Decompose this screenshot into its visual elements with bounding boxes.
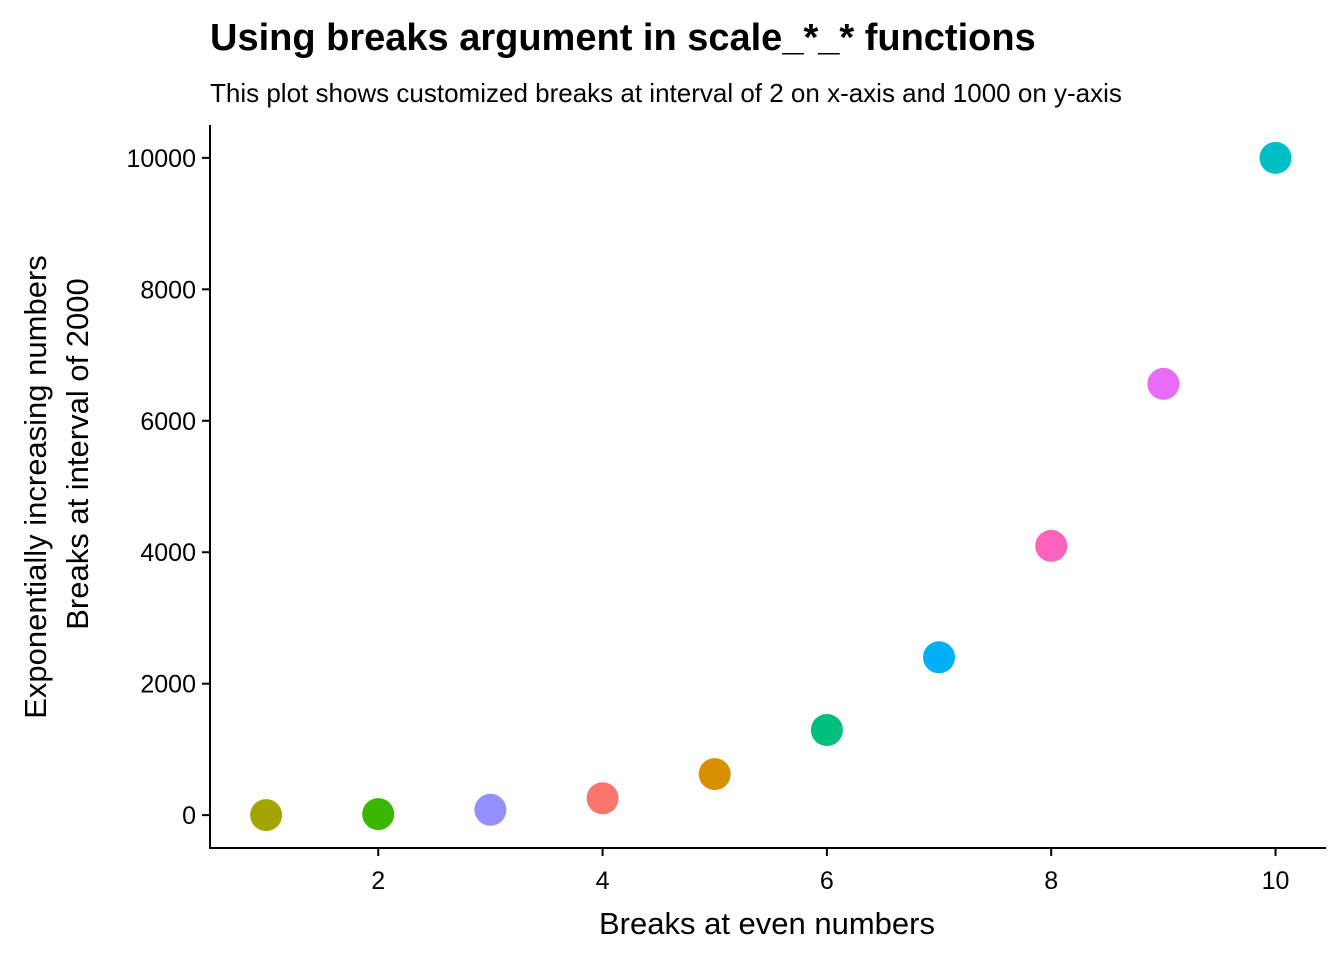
y-tick-label-10000: 10000 [126, 145, 196, 173]
y-axis-title-line-2: Breaks at interval of 2000 [60, 278, 95, 630]
x-tick-label-4: 4 [596, 867, 610, 895]
x-tick-label-10: 10 [1262, 867, 1290, 895]
y-tick-label-4000: 4000 [140, 539, 196, 567]
data-point-10 [1259, 141, 1292, 174]
chart-title: Using breaks argument in scale_*_* funct… [210, 17, 1036, 59]
y-tick-label-6000: 6000 [140, 408, 196, 436]
y-axis-title-line-1: Exponentially increasing numbers [18, 255, 53, 719]
data-point-3 [474, 793, 507, 826]
data-points [250, 141, 1292, 832]
data-point-1 [250, 799, 283, 832]
x-tick-label-8: 8 [1044, 867, 1058, 895]
x-axis-title: Breaks at even numbers [599, 906, 935, 941]
data-point-7 [923, 641, 955, 674]
data-point-9 [1147, 367, 1180, 400]
y-tick-label-0: 0 [182, 802, 196, 830]
chart-subtitle: This plot shows customized breaks at int… [210, 78, 1122, 108]
data-point-2 [362, 798, 395, 831]
data-point-5 [698, 758, 731, 791]
y-tick-label-2000: 2000 [140, 671, 196, 699]
x-tick-label-2: 2 [371, 867, 385, 895]
x-axis-ticks: 2 4 6 8 10 [371, 848, 1289, 895]
y-tick-label-8000: 8000 [140, 276, 196, 304]
x-tick-label-6: 6 [820, 867, 834, 895]
y-axis-ticks: 0 2000 4000 6000 8000 10000 [126, 145, 210, 830]
data-point-6 [810, 714, 843, 746]
data-point-8 [1035, 529, 1068, 562]
data-point-4 [586, 782, 619, 815]
